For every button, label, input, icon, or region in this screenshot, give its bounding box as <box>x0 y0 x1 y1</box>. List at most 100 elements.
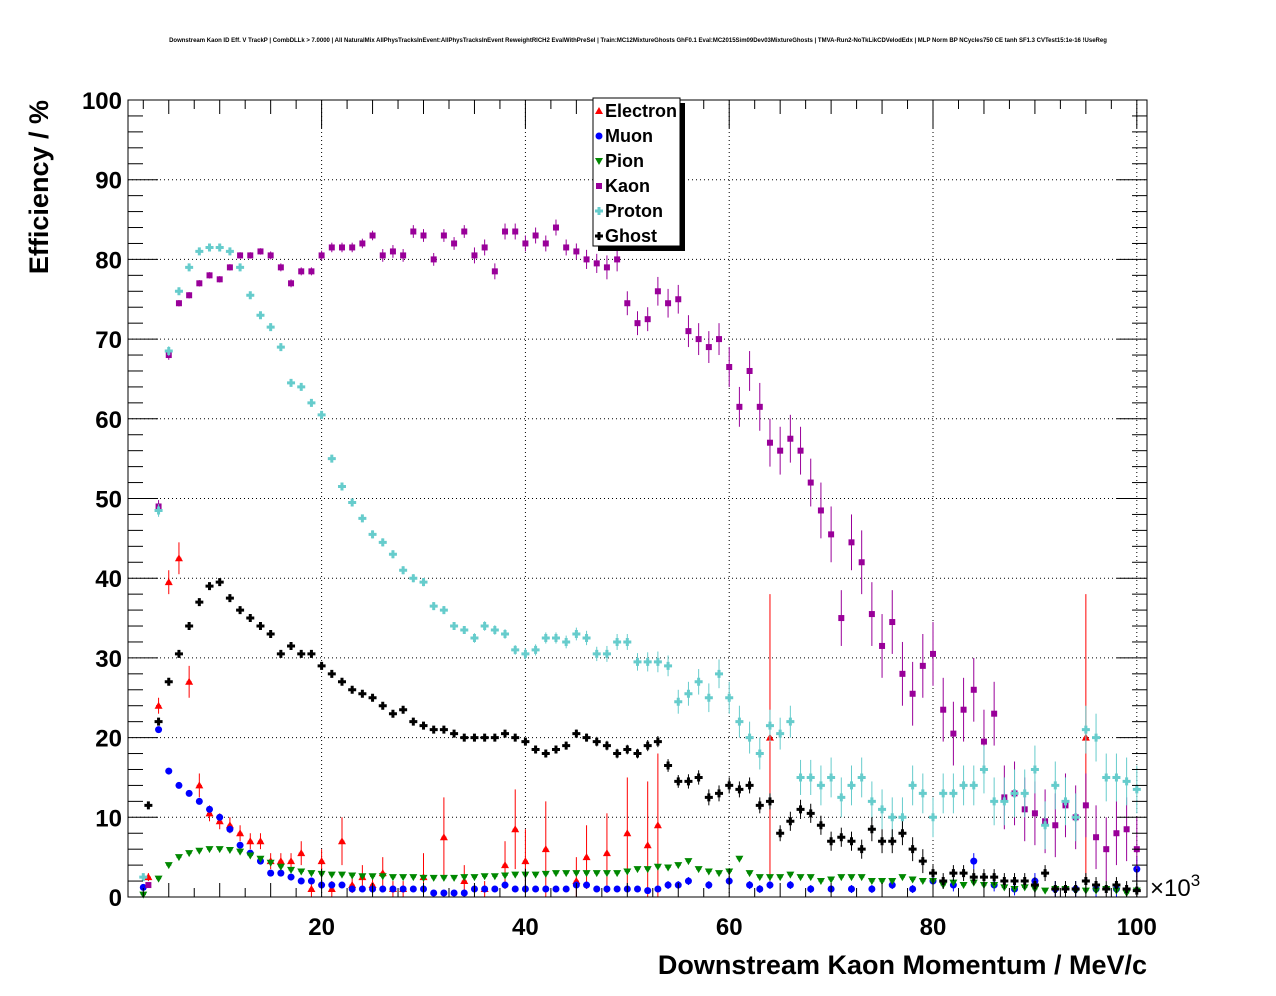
ghost-point <box>725 781 734 790</box>
proton-point <box>480 622 489 631</box>
pion-point <box>297 868 306 876</box>
pion-point <box>990 882 999 890</box>
y-tick-label: 0 <box>109 885 122 912</box>
kaon-point <box>930 650 937 657</box>
pion-point <box>378 873 387 881</box>
muon-point <box>613 885 621 893</box>
kaon-point <box>226 264 233 271</box>
ghost-point <box>806 809 815 818</box>
pion-point <box>541 870 550 878</box>
proton-point <box>1092 733 1101 742</box>
proton-point <box>888 813 897 822</box>
muon-point <box>552 885 560 893</box>
grid-lines <box>128 99 1147 898</box>
kaon-point <box>359 240 366 247</box>
muon-point <box>583 881 591 889</box>
proton-point <box>653 657 662 666</box>
pion-point <box>857 874 866 882</box>
electron-point <box>317 857 326 865</box>
pion-point <box>307 870 316 878</box>
y-tick-label: 100 <box>82 88 122 115</box>
kaon-point <box>797 447 804 454</box>
pion-point <box>582 870 591 878</box>
pion-point <box>246 852 255 860</box>
kaon-point <box>196 280 203 287</box>
muon-point <box>297 877 305 885</box>
proton-point <box>1071 813 1080 822</box>
proton-point <box>816 781 825 790</box>
proton-point <box>1102 773 1111 782</box>
ghost-point <box>256 622 265 631</box>
pion-point <box>399 874 408 882</box>
ghost-point <box>460 733 469 742</box>
x-multiplier-exponent: 3 <box>1191 871 1200 890</box>
kaon-point <box>298 268 305 275</box>
proton-point <box>205 243 214 252</box>
kaon-point <box>430 256 437 263</box>
legend-label-muon: Muon <box>605 126 653 146</box>
ghost-point <box>450 729 459 738</box>
proton-point <box>317 410 326 419</box>
kaon-point <box>216 276 223 283</box>
pion-point <box>806 874 815 882</box>
pion-point <box>653 863 662 871</box>
ghost-point <box>633 749 642 758</box>
pion-point <box>205 846 214 854</box>
muon-point <box>277 869 285 877</box>
muon-point <box>450 889 458 897</box>
ghost-point <box>847 837 856 846</box>
kaon-point <box>817 507 824 514</box>
electron-point <box>439 833 448 841</box>
kaon-point <box>624 300 631 307</box>
proton-point <box>450 622 459 631</box>
muon-point <box>267 869 275 877</box>
proton-point <box>490 626 499 635</box>
pion-point <box>215 846 224 854</box>
kaon-point <box>705 344 712 351</box>
pion-point <box>409 874 418 882</box>
pion-point <box>439 874 448 882</box>
muon-point <box>654 885 662 893</box>
ghost-point <box>959 869 968 878</box>
proton-point <box>674 697 683 706</box>
proton-point <box>1122 777 1131 786</box>
proton-point <box>786 717 795 726</box>
ghost-point <box>1020 877 1029 886</box>
ghost-point <box>521 737 530 746</box>
ghost-point <box>276 649 285 658</box>
ghost-point <box>1112 881 1121 890</box>
kaon-point <box>369 232 376 239</box>
proton-point <box>623 637 632 646</box>
kaon-point <box>654 288 661 295</box>
pion-point <box>225 846 234 854</box>
proton-point <box>664 661 673 670</box>
kaon-point <box>644 316 651 323</box>
proton-point <box>185 263 194 272</box>
muon-point <box>328 881 336 889</box>
pion-point <box>847 874 856 882</box>
kaon-point <box>471 252 478 259</box>
muon-point <box>358 885 366 893</box>
x-tick-label: 20 <box>308 914 335 941</box>
ghost-point <box>246 614 255 623</box>
proton-point <box>429 602 438 611</box>
ghost-point <box>1071 885 1080 894</box>
legend-label-proton: Proton <box>605 201 663 221</box>
electron-point <box>236 829 245 837</box>
legend-entry-kaon: Kaon <box>596 176 650 196</box>
kaon-point <box>338 244 345 251</box>
ghost-point <box>745 781 754 790</box>
pion-point <box>470 874 479 882</box>
kaon-point <box>603 264 610 271</box>
muon-point <box>909 885 917 893</box>
pion-point <box>704 868 713 876</box>
muon-point <box>236 841 244 849</box>
muon-point <box>746 881 754 889</box>
series-ghost <box>144 578 1141 897</box>
muon-point <box>634 885 641 893</box>
ghost-point <box>317 661 326 670</box>
kaon-point <box>1103 846 1110 853</box>
kaon-point <box>950 730 957 737</box>
ghost-point <box>388 709 397 718</box>
ghost-point <box>684 777 693 786</box>
